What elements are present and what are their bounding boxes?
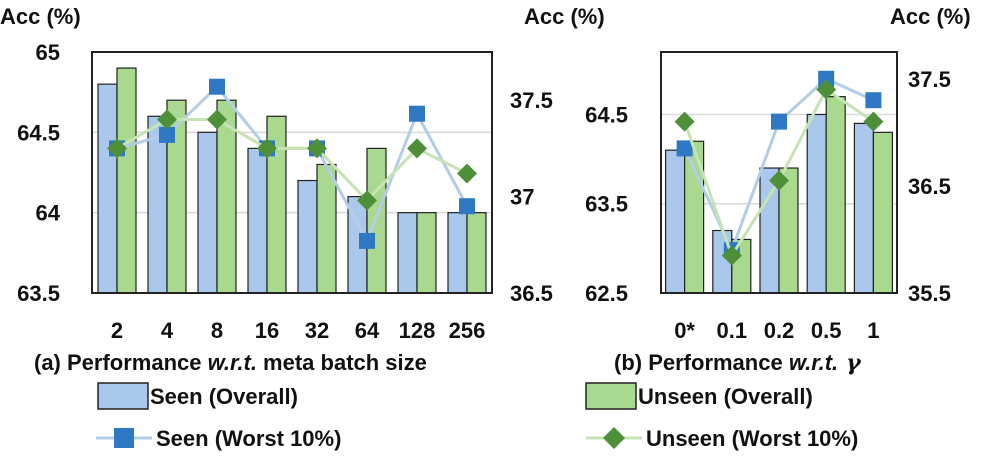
- panel-a-bar-seen-3: [247, 147, 268, 294]
- panel-a-bar-seen-7: [447, 212, 468, 294]
- panel-a-right-axis-title: Acc (%): [524, 4, 605, 29]
- panel-a-caption-italic: w.r.t.: [208, 350, 257, 375]
- panel-b-bar-seen-4: [853, 122, 875, 294]
- panel-a-right-tick-label: 36.5: [510, 281, 553, 306]
- panel-b-marker-seen-worst-3: [818, 70, 835, 87]
- panel-a-marker-unseen-worst-4: [307, 138, 327, 159]
- panel-a-left-tick-label: 64: [36, 201, 61, 226]
- panel-b-right-tick-label: 36.5: [908, 174, 951, 199]
- panel-a-category-label: 16: [255, 318, 279, 343]
- panel-a-category-label: 128: [399, 318, 436, 343]
- panel-a-marker-unseen-worst-1: [157, 109, 177, 130]
- panel-a-bar-seen-6: [397, 212, 418, 294]
- panel-b-right-axis-title: Acc (%): [890, 4, 971, 29]
- panel-a-marker-seen-worst-5: [359, 232, 375, 249]
- panel-a-category-label: 4: [161, 318, 174, 343]
- legend-unseen-worst-marker: [603, 427, 625, 449]
- panel-b-category-label: 1: [867, 318, 879, 343]
- panel-a-left-axis-title: Acc (%): [0, 4, 81, 29]
- panel-b-category-label: 0.1: [717, 318, 748, 343]
- panel-a-marker-unseen-worst-7: [457, 163, 477, 184]
- panel-a-category-label: 256: [449, 318, 486, 343]
- panel-a-marker-seen-worst-7: [459, 198, 475, 215]
- panel-b-left-tick-label: 64.5: [585, 102, 628, 127]
- panel-b-category-label: 0.2: [764, 318, 795, 343]
- panel-b-marker-seen-worst-0: [676, 140, 693, 157]
- panel-a-caption: (a) Performance w.r.t. meta batch size: [34, 350, 427, 375]
- panel-b-bar-seen-0: [664, 149, 686, 294]
- panel-b-caption-gamma: γ: [846, 350, 862, 376]
- panel-a-right-tick-label: 37: [510, 185, 534, 210]
- panel-a-category-label: 2: [111, 318, 123, 343]
- legend-seen-worst-marker: [114, 428, 134, 448]
- panel-a-marker-seen-worst-6: [409, 105, 425, 122]
- panel-b-category-label: 0.5: [811, 318, 842, 343]
- panel-b-caption-italic: w.r.t.: [789, 350, 838, 375]
- legend-unseen-overall-swatch: [585, 382, 637, 410]
- panel-a-marker-unseen-worst-5: [357, 190, 377, 211]
- panel-a-left-tick-label: 65: [36, 40, 60, 65]
- panel-b-caption-prefix: (b) Performance: [614, 350, 789, 375]
- panel-b-marker-unseen-worst-2: [769, 170, 789, 191]
- legend: Seen (Overall) Unseen (Overall) Seen (Wo…: [96, 382, 858, 451]
- panel-a-caption-prefix: (a) Performance: [34, 350, 208, 375]
- legend-seen-overall-swatch: [97, 382, 149, 410]
- legend-unseen-overall-label: Unseen (Overall): [638, 384, 813, 409]
- panel-a-right-tick-label: 37.5: [510, 88, 553, 113]
- panel-b-marker-unseen-worst-4: [863, 111, 884, 132]
- panel-b-bar-unseen-4: [872, 131, 894, 294]
- panel-a-category-label: 64: [355, 318, 380, 343]
- panel-b-caption: (b) Performance w.r.t. γ: [614, 350, 862, 376]
- panel-b-right-tick-label: 37.5: [908, 67, 951, 92]
- panel-b-marker-seen-worst-2: [771, 113, 787, 130]
- panel-b-marker-unseen-worst-1: [721, 245, 742, 266]
- plot-layer: 65 64.5 64 63.5 37.5 37 36.5 2 4 8 16 32 64 128 256 64.…: [17, 40, 951, 343]
- legend-seen-overall-label: Seen (Overall): [150, 384, 298, 409]
- panel-a-plot-frame: [91, 51, 493, 294]
- panel-a-category-label: 8: [211, 318, 223, 343]
- panel-b-right-tick-label: 35.5: [908, 281, 951, 306]
- panel-a-marker-seen-worst-1: [159, 126, 175, 143]
- panel-a-caption-suffix: meta batch size: [257, 350, 427, 375]
- panel-b-left-tick-label: 63.5: [585, 192, 628, 217]
- legend-seen-worst-label: Seen (Worst 10%): [156, 426, 341, 451]
- panel-a-marker-unseen-worst-0: [107, 138, 127, 159]
- legend-unseen-worst-label: Unseen (Worst 10%): [646, 426, 858, 451]
- panel-b-left-tick-label: 62.5: [585, 281, 628, 306]
- panel-a-category-label: 32: [305, 318, 329, 343]
- panel-a-marker-unseen-worst-6: [407, 138, 427, 159]
- panel-b-marker-unseen-worst-3: [816, 79, 837, 100]
- panel-a-bar-unseen-4: [316, 163, 337, 294]
- panel-b-category-label: 0*: [674, 318, 695, 343]
- panel-b-marker-unseen-worst-0: [674, 111, 695, 132]
- panel-b-bar-unseen-3: [825, 96, 846, 294]
- panel-a-marker-unseen-worst-2: [207, 109, 227, 130]
- panel-a-marker-unseen-worst-3: [257, 138, 277, 159]
- panel-a-left-tick-label: 63.5: [17, 281, 60, 306]
- panel-a-bar-seen-2: [197, 131, 218, 294]
- panel-b-bar-seen-3: [806, 113, 827, 294]
- panel-a-bar-unseen-6: [416, 212, 437, 294]
- panel-b-plot-frame: [660, 51, 898, 294]
- panel-a-bar-seen-4: [297, 179, 318, 294]
- panel-b-marker-seen-worst-4: [865, 92, 882, 109]
- panel-a-marker-seen-worst-2: [209, 78, 225, 95]
- panel-a-bar-unseen-7: [466, 212, 487, 294]
- panel-a-bar-unseen-0: [116, 67, 137, 294]
- panel-a-left-tick-label: 64.5: [17, 120, 60, 145]
- panel-a-bar-seen-0: [97, 83, 118, 294]
